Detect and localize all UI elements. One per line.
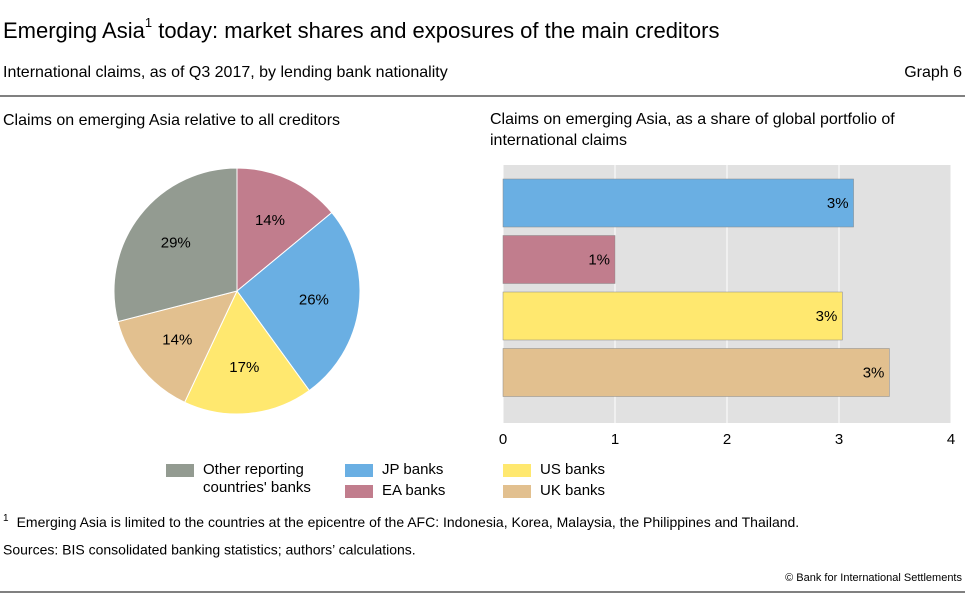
- bar: [502, 348, 890, 397]
- page-title: Emerging Asia1 today: market shares and …: [3, 15, 720, 42]
- x-tick-label: 0: [499, 431, 507, 448]
- legend-swatch: [503, 485, 531, 498]
- title-part: today: market shares and exposures of th…: [152, 18, 719, 43]
- copyright: © Bank for International Settlements: [785, 572, 962, 584]
- bar-label: 3%: [827, 195, 849, 212]
- x-tick-label: 2: [723, 431, 731, 448]
- legend-label: JP banks: [382, 461, 444, 478]
- panel-title-box: Claims on emerging Asia, as a share of g…: [490, 111, 895, 149]
- slice-label: 14%: [255, 212, 285, 229]
- panel-title: Claims on emerging Asia, as a share of g…: [490, 111, 895, 149]
- slice-label: 26%: [299, 292, 329, 309]
- x-tick-label: 3: [835, 431, 843, 448]
- title-part: Emerging Asia: [3, 18, 146, 43]
- pie-slice: [236, 167, 333, 293]
- legend-label: UK banks: [540, 482, 606, 499]
- legend-item: US banks: [503, 461, 643, 479]
- panel-title: Claims on emerging Asia relative to all …: [3, 112, 340, 129]
- legend-label: US banks: [540, 461, 606, 478]
- sources: Sources: BIS consolidated banking statis…: [3, 542, 416, 558]
- legend-swatch: [345, 464, 373, 477]
- legend-swatch: [345, 485, 373, 498]
- legend-item: JP banks: [345, 461, 485, 479]
- legend-swatch: [503, 464, 531, 477]
- footnote-marker: 1: [3, 513, 9, 524]
- legend-item: EA banks: [345, 482, 485, 500]
- x-tick-label: 4: [947, 431, 955, 448]
- subtitle: International claims, as of Q3 2017, by …: [3, 64, 448, 81]
- x-tick-label: 1: [611, 431, 619, 448]
- graph-label: Graph 6: [904, 64, 962, 81]
- bar: [502, 178, 854, 228]
- legend-label: EA banks: [382, 482, 446, 499]
- legend-swatch: [166, 464, 194, 477]
- legend-item: Other reporting countries' banks: [166, 461, 336, 497]
- footnote: 1 Emerging Asia is limited to the countri…: [3, 513, 799, 530]
- bar-label: 1%: [588, 251, 610, 268]
- footnote-text: Emerging Asia is limited to the countrie…: [17, 514, 800, 530]
- pie-slice: [113, 167, 238, 323]
- slice-label: 17%: [229, 359, 259, 376]
- title-sup: 1: [145, 15, 152, 30]
- bar-label: 3%: [863, 364, 885, 381]
- legend-label: Other reporting countries' banks: [203, 461, 311, 496]
- bar: [502, 235, 616, 284]
- pie-slice: [236, 211, 361, 392]
- bar: [502, 291, 843, 341]
- legend-item: UK banks: [503, 482, 643, 500]
- slice-label: 29%: [161, 234, 191, 251]
- pie-slice: [117, 290, 238, 403]
- slice-label: 14%: [162, 331, 192, 348]
- bar-label: 3%: [816, 308, 838, 325]
- pie-slice: [183, 290, 310, 415]
